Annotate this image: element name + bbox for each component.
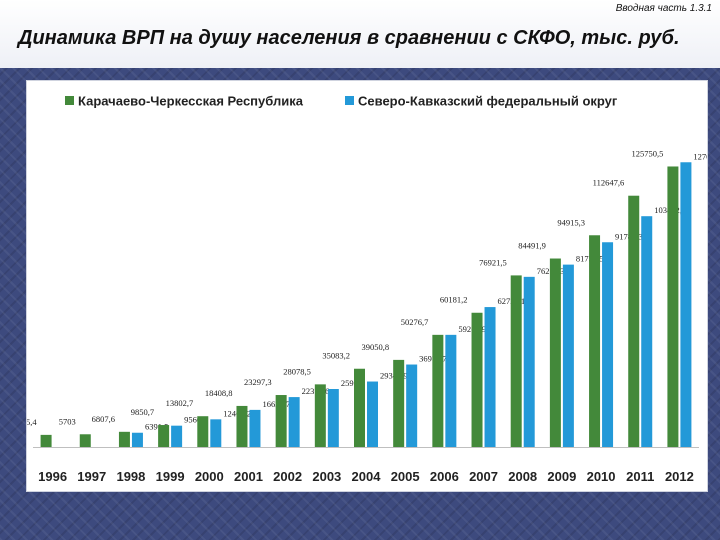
- x-tick-2011: 2011: [626, 469, 654, 484]
- legend-label-1: Карачаево-Черкесская Республика: [78, 94, 304, 109]
- legend-swatch-1: [65, 96, 74, 105]
- bar-series-2-2000: [210, 419, 222, 447]
- x-tick-2005: 2005: [391, 469, 420, 484]
- bar-series-2-2004: [367, 381, 378, 447]
- data-label-series-1-2000: 13802,7: [166, 398, 194, 408]
- bar-series-2-1998: [131, 432, 143, 447]
- header-band: [0, 0, 720, 68]
- data-label-series-1-2004: 35083,2: [322, 351, 350, 361]
- x-tick-1999: 1999: [156, 469, 185, 484]
- data-label-series-1-1998: 6807,6: [92, 414, 115, 424]
- bar-series-1-2007: [471, 312, 483, 447]
- bar-series-2-2001: [249, 409, 261, 447]
- bar-series-1-2012: [667, 166, 679, 447]
- bar-series-2-2012: [680, 162, 692, 447]
- bar-series-2-2008: [523, 276, 535, 447]
- bar-series-1-2005: [393, 359, 405, 447]
- bar-series-2-2006: [445, 334, 457, 447]
- bar-series-1-1997: [79, 434, 91, 447]
- x-tick-2002: 2002: [273, 469, 302, 484]
- bar-series-1-1996: [40, 434, 52, 447]
- bar-series-1-2000: [197, 416, 209, 447]
- slide-title: Динамика ВРП на душу населения в сравнен…: [18, 27, 680, 49]
- x-tick-2008: 2008: [508, 469, 537, 484]
- data-label-series-1-2008: 76921,5: [479, 257, 507, 267]
- bar-series-2-2009: [562, 264, 574, 447]
- x-tick-1996: 1996: [38, 469, 67, 484]
- chart-panel: Карачаево-Черкесская Республика Северо-Ка…: [26, 80, 708, 492]
- data-label-series-1-2001: 18408,8: [205, 388, 233, 398]
- bar-series-2-2003: [327, 389, 339, 447]
- data-label-series-2-2003: 25999: [341, 378, 362, 388]
- legend-swatch-2: [345, 96, 354, 105]
- data-label-series-1-2012: 125750,5: [632, 148, 664, 158]
- x-tick-2004: 2004: [352, 469, 382, 484]
- data-label-series-1-2003: 28078,5: [283, 366, 311, 376]
- bar-series-2-2005: [406, 364, 418, 447]
- x-tick-2003: 2003: [312, 469, 341, 484]
- bar-series-2-1999: [171, 425, 183, 447]
- data-label-series-1-2011: 112647,6: [593, 178, 625, 188]
- data-label-series-1-1997: 5703: [59, 416, 76, 426]
- bar-series-1-2008: [510, 275, 522, 447]
- bar-chart: Карачаево-Черкесская Республика Северо-Ка…: [27, 94, 707, 485]
- data-label-series-1-2010: 94915,3: [557, 217, 585, 227]
- data-label-series-1-2005: 39050,8: [362, 342, 390, 352]
- data-label-series-2-2012: 127640: [693, 151, 707, 161]
- data-label-series-1-2009: 84491,9: [518, 241, 546, 251]
- data-label-series-2-1998: 6391,5: [145, 422, 168, 432]
- data-label-series-1-1996: 5435,4: [27, 417, 37, 427]
- x-tick-2000: 2000: [195, 469, 224, 484]
- bar-series-1-2001: [236, 405, 248, 447]
- x-tick-2009: 2009: [547, 469, 576, 484]
- x-tick-1997: 1997: [77, 469, 106, 484]
- x-tick-1998: 1998: [116, 469, 145, 484]
- bar-series-1-2010: [589, 235, 601, 447]
- bar-series-2-2007: [484, 307, 496, 447]
- bar-series-1-2011: [628, 195, 640, 447]
- data-label-series-2-1999: 9560,6: [184, 415, 207, 425]
- bar-series-1-2006: [432, 334, 444, 447]
- data-label-series-1-2002: 23297,3: [244, 377, 272, 387]
- bar-series-2-2011: [641, 216, 653, 447]
- bar-series-2-2010: [602, 242, 614, 447]
- legend-label-2: Северо-Кавказский федеральный округ: [358, 94, 618, 109]
- bar-series-2-2002: [288, 397, 300, 447]
- bar-series-1-2004: [354, 368, 365, 447]
- x-tick-2007: 2007: [469, 469, 498, 484]
- bar-series-1-2002: [275, 395, 287, 447]
- data-label-series-1-2006: 50276,7: [401, 317, 429, 327]
- bar-series-1-1999: [158, 425, 170, 447]
- section-label: Вводная часть 1.3.1: [615, 3, 712, 14]
- x-tick-2001: 2001: [234, 469, 263, 484]
- x-tick-2010: 2010: [587, 469, 616, 484]
- bar-series-1-2003: [314, 384, 326, 447]
- x-tick-2012: 2012: [665, 469, 694, 484]
- bar-series-1-1998: [118, 431, 130, 447]
- x-tick-2006: 2006: [430, 469, 459, 484]
- bar-series-1-2009: [549, 258, 561, 447]
- data-label-series-1-2007: 60181,2: [440, 295, 468, 305]
- data-label-series-1-1999: 9850,7: [131, 407, 154, 417]
